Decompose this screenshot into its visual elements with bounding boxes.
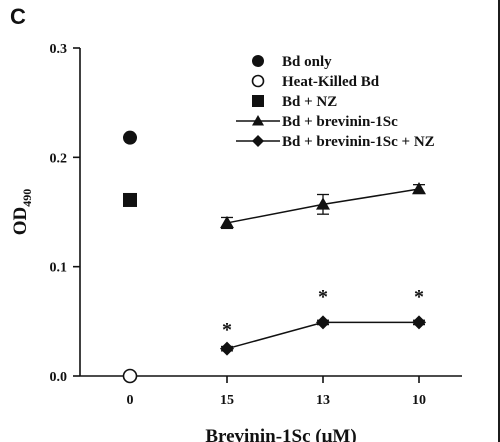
x-ticks: 0 15 13 10 — [127, 376, 426, 408]
legend-item: Bd only — [252, 54, 332, 70]
open-circle-marker — [251, 74, 265, 88]
filled-diamond-marker — [316, 315, 330, 330]
filled-triangle-marker — [412, 182, 426, 195]
open-circle-marker — [122, 368, 138, 384]
filled-triangle-marker — [316, 197, 330, 210]
legend-item: Bd + NZ — [252, 94, 337, 110]
significance-asterisk: * — [318, 286, 328, 308]
series-bd-only — [123, 130, 137, 145]
y-axis-title-subscript: 490 — [20, 189, 34, 207]
filled-diamond-marker — [252, 135, 264, 147]
filled-circle-marker — [123, 130, 137, 145]
series-heat-killed-bd — [122, 368, 138, 384]
y-tick-label: 0.2 — [50, 151, 68, 166]
x-tick-label: 0 — [127, 393, 134, 408]
series-bd-nz — [123, 192, 137, 207]
series-layer — [122, 130, 426, 384]
filled-triangle-marker — [252, 115, 264, 126]
significance-asterisk: * — [414, 286, 424, 308]
filled-square-marker — [123, 192, 137, 207]
legend-item: Bd + brevinin-1Sc + NZ — [236, 134, 435, 150]
filled-square-marker — [252, 95, 264, 107]
filled-triangle-marker — [220, 215, 234, 229]
legend-item: Bd + brevinin-1Sc — [236, 114, 398, 130]
y-tick-label: 0.0 — [50, 370, 68, 385]
filled-diamond-marker — [220, 341, 234, 356]
series-bd-brevinin-1sc-nz — [220, 315, 426, 356]
x-axis-title: Brevinin-1Sc (μM) — [205, 426, 356, 442]
legend-label: Bd + brevinin-1Sc + NZ — [282, 134, 435, 150]
x-tick-label: 13 — [316, 393, 330, 408]
y-axis-title: OD490 — [10, 189, 34, 236]
legend-label: Bd only — [282, 54, 332, 70]
legend-item: Heat-Killed Bd — [251, 74, 380, 90]
y-ticks: 0.0 0.1 0.2 0.3 — [50, 42, 80, 385]
filled-diamond-marker — [412, 315, 426, 330]
legend: Bd only Heat-Killed Bd Bd + NZ Bd + brevini… — [236, 54, 435, 150]
filled-circle-marker — [252, 55, 264, 67]
legend-label: Bd + brevinin-1Sc — [282, 114, 398, 130]
panel-label: C — [10, 4, 26, 29]
legend-label: Bd + NZ — [282, 94, 337, 110]
significance-asterisk: * — [222, 319, 232, 341]
x-tick-label: 15 — [220, 393, 234, 408]
y-tick-label: 0.3 — [50, 42, 68, 57]
x-tick-label: 10 — [412, 393, 426, 408]
y-tick-label: 0.1 — [50, 261, 68, 276]
series-bd-brevinin-1sc — [220, 182, 426, 230]
annotation-layer: * * * — [222, 286, 424, 341]
legend-label: Heat-Killed Bd — [282, 74, 380, 90]
y-axis-title-main: OD — [10, 207, 31, 236]
